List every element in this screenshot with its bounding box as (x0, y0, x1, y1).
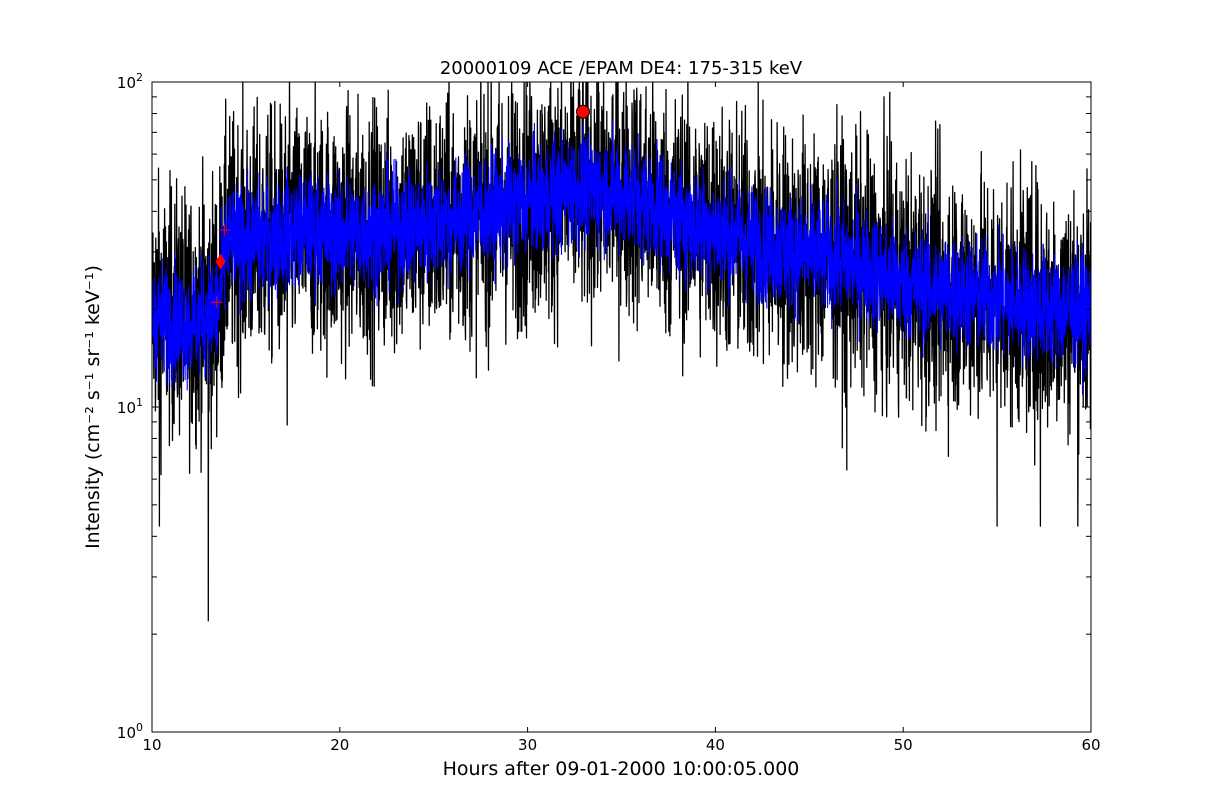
x-tick-label: 10 (142, 736, 161, 754)
y-axis-label: Intensity (cm⁻² s⁻¹ sr⁻¹ keV⁻¹) (82, 265, 104, 549)
bound-marker (218, 224, 231, 237)
y-tick-label: 102 (117, 71, 143, 92)
series-line-raw (152, 82, 1091, 622)
bound-marker (210, 296, 223, 309)
x-tick-label: 60 (1081, 736, 1100, 754)
x-tick-label: 20 (330, 736, 349, 754)
x-axis-label: Hours after 09-01-2000 10:00:05.000 (443, 758, 800, 780)
y-tick-label: 100 (117, 721, 143, 742)
x-tick-label: 30 (518, 736, 537, 754)
onset-marker (215, 253, 226, 270)
chart-title: 20000109 ACE /EPAM DE4: 175-315 keV (440, 58, 803, 79)
x-tick-label: 50 (894, 736, 913, 754)
series-line-smoothed (152, 119, 1091, 395)
marker-layer (210, 104, 591, 309)
series-layer (152, 82, 1091, 622)
tick-layer: 10 20 30 40 50 60 100 101 102 (117, 71, 1101, 754)
x-tick-label: 40 (706, 736, 725, 754)
peak-marker (576, 104, 591, 119)
y-tick-label: 101 (117, 396, 143, 417)
